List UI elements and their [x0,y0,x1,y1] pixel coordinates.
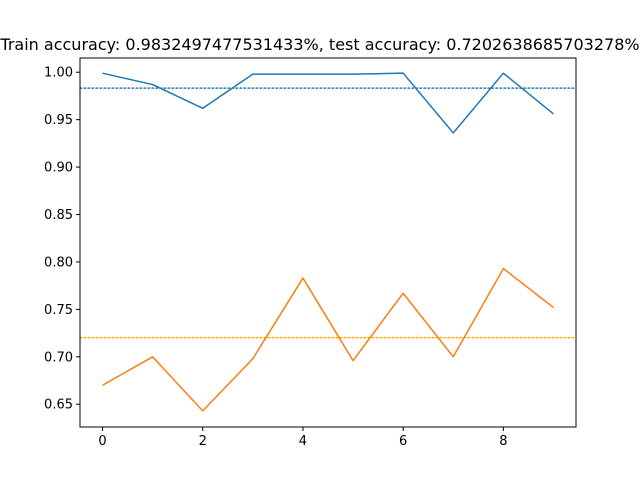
x-axis: 0 2 4 6 8 [98,427,507,449]
y-axis: 0.65 0.70 0.75 0.80 0.85 0.90 0.95 1.00 [44,66,80,413]
y-tick-label: 0.90 [44,161,73,176]
y-tick-label: 0.85 [44,208,73,223]
y-tick-label: 0.65 [44,398,73,413]
plot-lines [79,72,577,412]
x-tick-label: 8 [499,434,507,449]
x-tick-label: 0 [98,434,106,449]
x-tick-label: 6 [399,434,407,449]
y-tick-label: 1.00 [44,66,73,81]
series-line-1 [102,267,554,412]
x-tick-label: 2 [199,434,207,449]
y-tick-label: 0.75 [44,303,73,318]
y-tick-label: 0.80 [44,255,73,270]
plot-frame [79,57,577,428]
y-tick-label: 0.70 [44,350,73,365]
series-line-0 [102,72,554,134]
chart-title: Train accuracy: 0.9832497477531433%, tes… [0,35,640,54]
x-tick-label: 4 [299,434,307,449]
y-tick-label: 0.95 [44,113,73,128]
